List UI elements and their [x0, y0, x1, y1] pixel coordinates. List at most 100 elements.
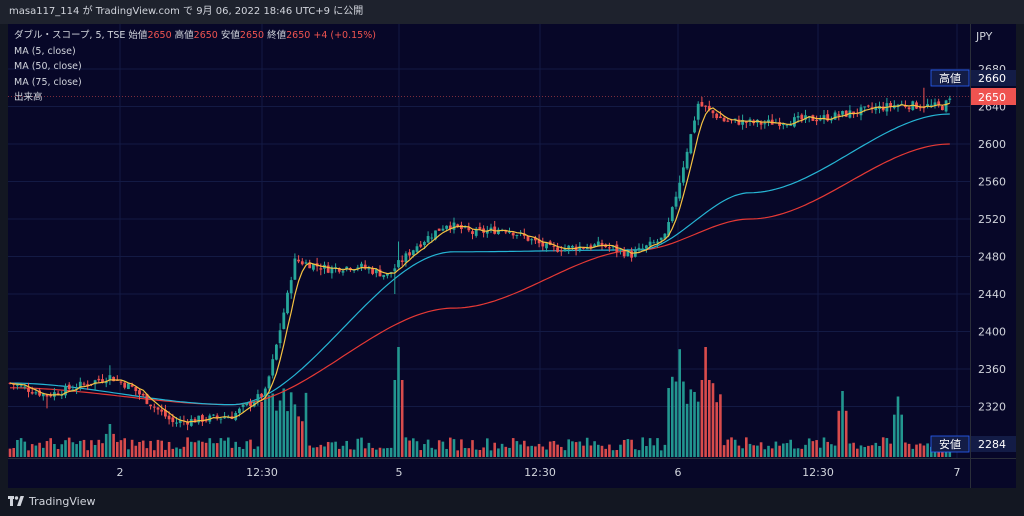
candle-body — [822, 115, 826, 119]
candle-body — [508, 231, 511, 233]
candle-body — [552, 245, 556, 247]
volume-bar — [304, 392, 308, 457]
candle-body — [656, 241, 659, 243]
candle-body — [504, 231, 508, 233]
volume-bar — [71, 442, 75, 457]
volume-bar — [219, 438, 223, 457]
candle-body — [71, 389, 75, 391]
volume-bar — [156, 439, 160, 457]
candle-body — [818, 119, 822, 121]
candle-body — [452, 222, 456, 230]
candle-body — [867, 105, 870, 107]
volume-bar — [19, 438, 23, 457]
candle-body — [645, 245, 648, 249]
volume-bar — [560, 446, 563, 457]
volume-bar — [756, 445, 759, 457]
volume-bar — [293, 404, 297, 457]
candle-body — [93, 380, 97, 385]
volume-bar — [630, 439, 633, 457]
volume-bar — [641, 437, 644, 457]
tradingview-logo[interactable]: TradingView — [8, 495, 95, 508]
candle-body — [300, 261, 304, 265]
candle-body — [608, 247, 611, 249]
legend-ma75[interactable]: MA (75, close) — [14, 76, 82, 88]
volume-bar — [153, 450, 156, 457]
candle-body — [430, 237, 434, 239]
volume-bar — [486, 438, 489, 457]
candle-body — [241, 404, 245, 408]
volume-bar — [830, 444, 833, 457]
site-name[interactable]: TradingView.com — [95, 6, 180, 17]
ma75-line — [10, 143, 950, 406]
candle-body — [145, 393, 149, 404]
volume-bar — [116, 441, 119, 457]
publish-date: 9月 06, 2022 18:46 UTC+9 — [196, 6, 331, 17]
volume-bar — [227, 437, 230, 457]
legend-ma5[interactable]: MA (5, close) — [14, 45, 76, 57]
volume-bar — [915, 444, 918, 457]
candle-body — [374, 269, 378, 274]
volume-bar — [822, 437, 826, 457]
author-name[interactable]: masa117_114 — [9, 6, 80, 17]
y-tick-2400: 2400 — [978, 326, 1006, 339]
volume-bar — [622, 439, 626, 457]
volume-bar — [774, 441, 778, 457]
change-value: +4 (+0.15%) — [313, 30, 376, 41]
volume-bar — [859, 445, 863, 457]
candle-body — [249, 402, 252, 406]
volume-bar — [833, 445, 837, 457]
candle-body — [630, 251, 633, 258]
volume-bar — [412, 438, 415, 457]
candle-body — [556, 247, 559, 252]
legend-ma50[interactable]: MA (50, close) — [14, 61, 82, 72]
volume-bar — [711, 383, 715, 457]
volume-bar — [844, 410, 848, 457]
candle-body — [356, 267, 360, 269]
publish-info-bar: masa117_114 が TradingView.com で 9月 06, 2… — [0, 0, 1024, 24]
legend-volume[interactable]: 出来高 — [14, 92, 43, 103]
volume-bar — [449, 437, 452, 457]
volume-bar — [948, 448, 952, 457]
volume-bar — [878, 446, 881, 457]
volume-bar — [804, 444, 807, 457]
symbol-name[interactable]: ダブル・スコープ, 5, TSE — [14, 30, 126, 41]
x-tick-1: 12:30 — [246, 466, 278, 479]
ma5-line — [9, 102, 950, 423]
volume-bar — [397, 347, 400, 457]
candle-body — [82, 383, 86, 385]
volume-bar — [264, 397, 267, 457]
candle-body — [733, 118, 737, 120]
candle-body — [437, 228, 441, 231]
volume-bar — [249, 439, 252, 457]
candle-body — [848, 110, 852, 118]
volume-bar — [149, 440, 152, 457]
candle-body — [933, 102, 937, 106]
candle-body — [360, 263, 363, 267]
volume-bar — [463, 448, 467, 457]
volume-bar — [671, 376, 674, 457]
volume-bar — [204, 442, 208, 457]
candle-body — [86, 384, 90, 386]
volume-bar — [693, 391, 696, 457]
candle-body — [648, 241, 652, 246]
candle-body — [400, 260, 404, 262]
candle-body — [167, 415, 171, 420]
candle-body — [38, 390, 41, 396]
candle-body — [815, 119, 818, 122]
volume-bar — [856, 448, 859, 457]
candle-body — [419, 244, 423, 247]
candle-body — [478, 226, 482, 230]
volume-bar — [138, 441, 141, 457]
volume-bar — [870, 445, 874, 457]
candle-body — [804, 115, 807, 120]
candle-body — [534, 237, 537, 241]
volume-bar — [145, 448, 149, 457]
volume-bar — [719, 394, 722, 457]
volume-bar — [504, 446, 508, 457]
low-tag-box — [930, 435, 970, 453]
volume-bar — [267, 395, 271, 457]
volume-bar — [819, 447, 822, 457]
candle-body — [611, 246, 615, 248]
candle-body — [108, 375, 112, 381]
